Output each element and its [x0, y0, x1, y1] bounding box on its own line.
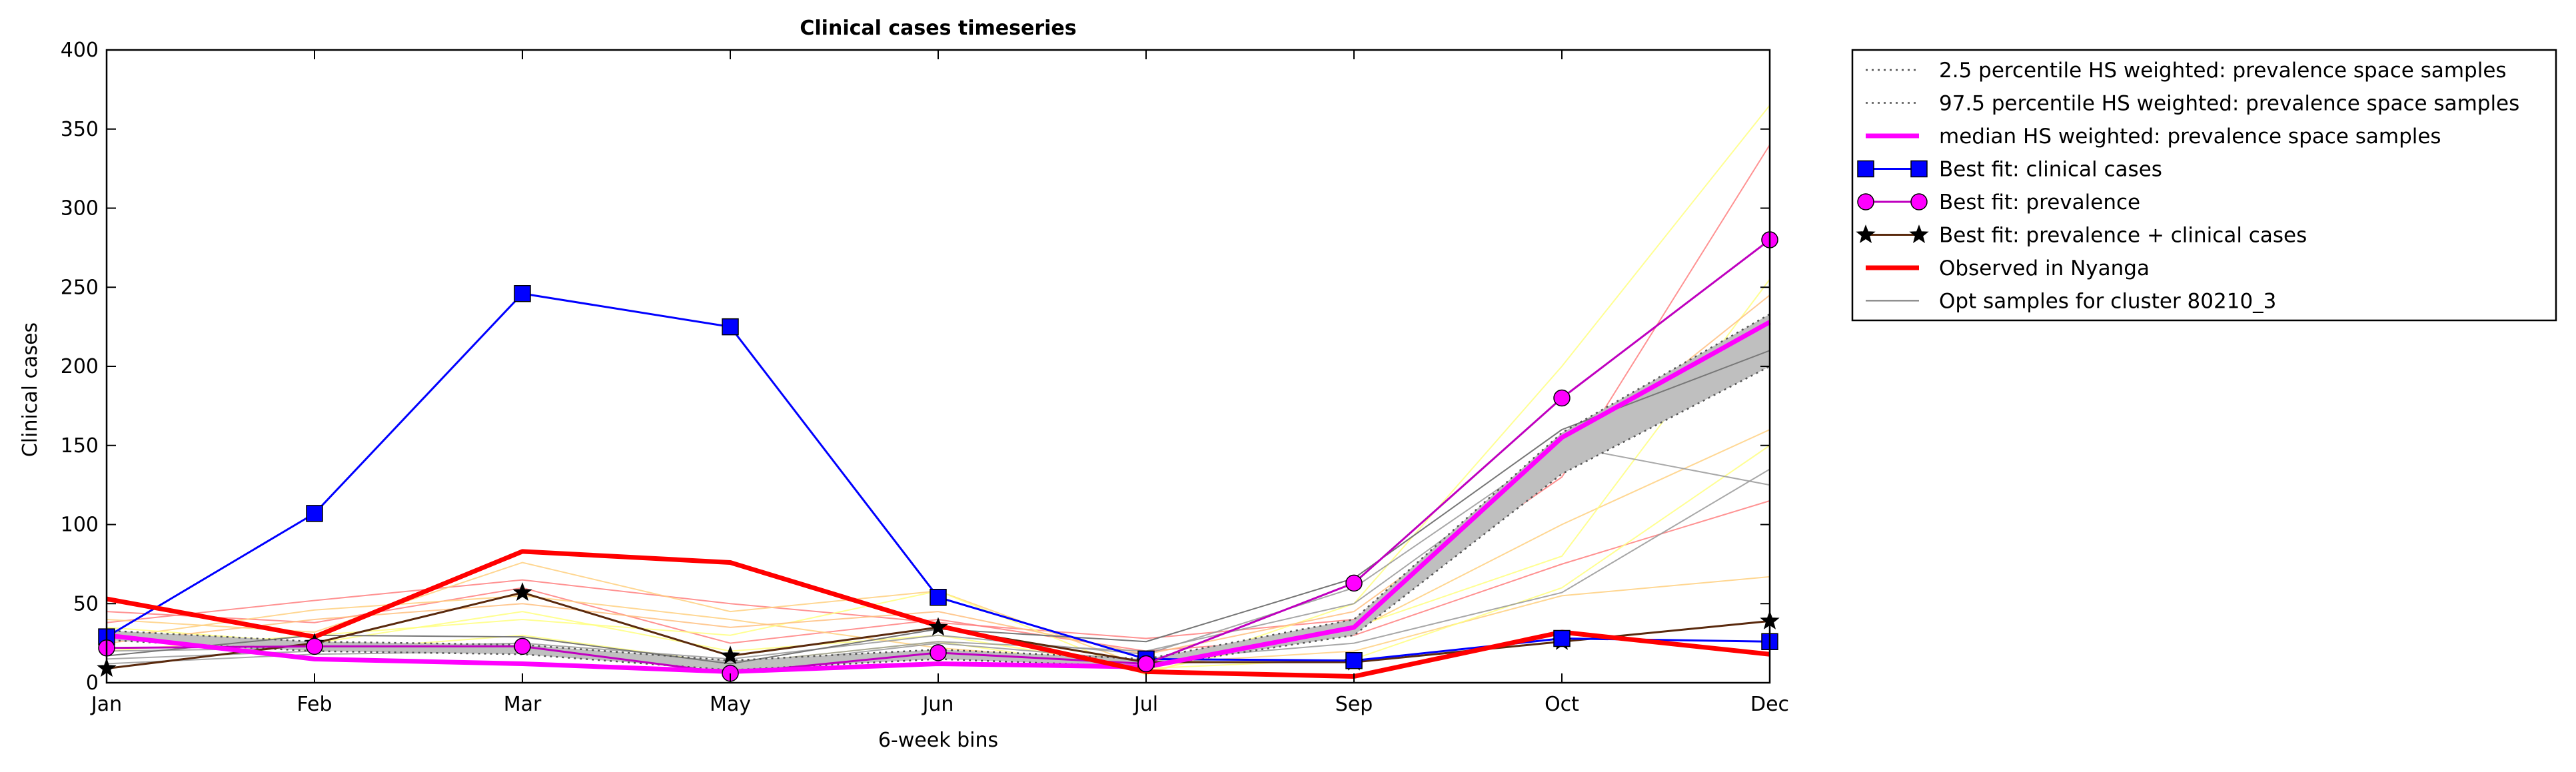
x-tick-label: Sep [1335, 693, 1373, 716]
sample-line-1 [106, 144, 1770, 639]
axes: 0 50 100 150 200 250 300 350 400 Jan Feb Mar May Jun J… [61, 39, 1789, 716]
series-line-best-fit-prevalence [106, 238, 1770, 675]
legend-label: 2.5 percentile HS weighted: prevalence s… [1939, 59, 2507, 83]
sample-line-9 [106, 468, 1770, 668]
point-best-fit-prevalence-sep [1345, 574, 1363, 592]
legend-label: Opt samples for cluster 80210_3 [1939, 290, 2276, 314]
y-tick-label: 400 [61, 39, 99, 62]
y-tick-label: 300 [61, 197, 99, 220]
point-best-fit-clinical-cases-sep [1345, 652, 1363, 669]
legend-marker-end [1909, 224, 1929, 243]
legend-label: Observed in Nyanga [1939, 256, 2150, 280]
legend: 2.5 percentile HS weighted: prevalence s… [1851, 49, 2557, 322]
x-axis-label: 6-week bins [878, 729, 998, 752]
point-best-fit-clinical-cases-mar [514, 285, 531, 302]
x-tick-label: Jan [90, 693, 122, 716]
series-markers [97, 231, 1780, 682]
point-best-fit-prevalence-clinical-cases-may [720, 645, 740, 665]
y-tick-label: 250 [61, 276, 99, 299]
legend-marker-end [1910, 193, 1928, 210]
x-tick-label: Jun [922, 693, 954, 716]
series-line-2-5-percentile-hs-weighted-prevalence-space-samples [106, 365, 1770, 671]
x-tick-label: Oct [1545, 693, 1579, 716]
legend-label: 97.5 percentile HS weighted: prevalence … [1939, 92, 2519, 116]
y-tick-label: 200 [61, 355, 99, 378]
series-line-97-5-percentile-hs-weighted-prevalence-space-samples [106, 313, 1770, 661]
series-line-median-hs-weighted-prevalence-space-samples [106, 320, 1771, 674]
x-tick-label: Feb [297, 693, 332, 716]
x-tick-label: Dec [1750, 693, 1789, 716]
legend-label: Best fit: prevalence [1939, 191, 2140, 214]
legend-marker-end [1910, 160, 1928, 178]
point-best-fit-prevalence-clinical-cases-mar [512, 582, 532, 601]
legend-label: Best fit: prevalence + clinical cases [1939, 224, 2307, 248]
point-best-fit-clinical-cases-may [722, 318, 739, 336]
chart-title: Clinical cases timeseries [800, 17, 1076, 40]
y-tick-label: 50 [73, 592, 99, 615]
legend-box [1851, 49, 2557, 322]
point-best-fit-clinical-cases-feb [306, 505, 323, 522]
point-best-fit-clinical-cases-oct [1553, 629, 1571, 647]
point-best-fit-prevalence-jul [1137, 655, 1155, 673]
legend-marker-start [1857, 193, 1874, 210]
point-best-fit-prevalence-clinical-cases-jun [928, 617, 948, 636]
x-tick-label: Jul [1133, 693, 1158, 716]
plot-frame [105, 49, 1771, 684]
x-tick-label: May [710, 693, 751, 716]
legend-marker-start [1857, 160, 1874, 178]
legend-label: Best fit: clinical cases [1939, 158, 2162, 182]
point-best-fit-prevalence-mar [514, 637, 531, 655]
point-best-fit-prevalence-feb [306, 637, 323, 655]
y-tick-label: 100 [61, 514, 99, 537]
legend-marker-start [1856, 224, 1876, 243]
point-best-fit-prevalence-oct [1553, 389, 1571, 407]
y-tick-label: 350 [61, 118, 99, 141]
legend-label: median HS weighted: prevalence space sam… [1939, 125, 2441, 149]
point-best-fit-prevalence-jun [930, 644, 947, 661]
y-axis-label: Clinical cases [19, 322, 42, 457]
point-best-fit-clinical-cases-jun [930, 589, 947, 606]
x-tick-label: Mar [504, 693, 542, 716]
y-tick-label: 0 [86, 671, 99, 695]
y-tick-label: 150 [61, 434, 99, 458]
series-lines [106, 238, 1771, 679]
